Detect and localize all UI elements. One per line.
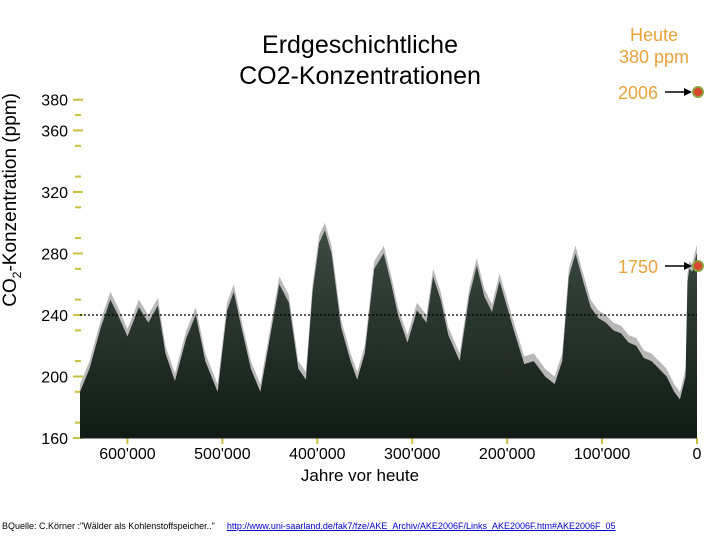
- annotation-label: 1750: [618, 257, 658, 277]
- today-label-line1: Heute: [629, 25, 679, 45]
- y-axis-label-rest: -Konzentration (ppm): [0, 93, 22, 272]
- source-text: BQuelle: C.Körner :"Wälder als Kohlensto…: [2, 521, 215, 531]
- x-axis-ticks: 600'000 500'000 400'000 300'000 200'000 100'0…: [99, 438, 702, 463]
- y-axis-label-main: CO: [0, 278, 22, 307]
- annotation-arrowhead: [684, 262, 692, 270]
- x-tick-label: 300'000: [384, 446, 441, 463]
- x-tick-label: 600'000: [99, 446, 156, 463]
- y-axis-ticks: 160 200 240 280 320 360 380: [41, 93, 83, 448]
- plot-area: [80, 222, 697, 439]
- y-axis-label-sub: 2: [9, 271, 24, 279]
- x-tick-label: 100'000: [574, 446, 631, 463]
- y-tick-label: 160: [41, 431, 68, 448]
- source-footer: BQuelle: C.Körner :"Wälder als Kohlensto…: [2, 521, 616, 531]
- series-area: [80, 230, 697, 438]
- annotation-marker: [692, 86, 704, 98]
- chart-title-line2: CO2-Konzentrationen: [239, 62, 481, 90]
- x-axis-label: Jahre vor heute: [300, 466, 420, 485]
- x-tick-label: 500'000: [194, 446, 251, 463]
- today-label: Heute 380 ppm: [604, 24, 704, 68]
- annotation-marker: [692, 260, 704, 272]
- y-tick-label: 320: [41, 185, 68, 202]
- y-tick-label: 280: [41, 246, 68, 263]
- x-tick-label: 0: [693, 446, 702, 463]
- y-tick-label: 200: [41, 369, 68, 386]
- x-tick-label: 200'000: [479, 446, 536, 463]
- y-tick-label: 240: [41, 308, 68, 325]
- chart-title: Erdgeschichtliche CO2-Konzentrationen: [200, 30, 520, 92]
- chart-title-line1: Erdgeschichtliche: [262, 31, 458, 59]
- y-tick-label: 360: [41, 123, 68, 140]
- y-tick-label: 380: [41, 93, 68, 110]
- today-label-line2: 380 ppm: [618, 47, 690, 67]
- x-tick-label: 400'000: [289, 446, 346, 463]
- annotation-arrowhead: [684, 88, 692, 96]
- source-link[interactable]: http://www.uni-saarland.de/fak7/fze/AKE_…: [226, 521, 616, 531]
- annotation-label: 2006: [618, 83, 658, 103]
- annotations: 2006 1750: [618, 83, 704, 277]
